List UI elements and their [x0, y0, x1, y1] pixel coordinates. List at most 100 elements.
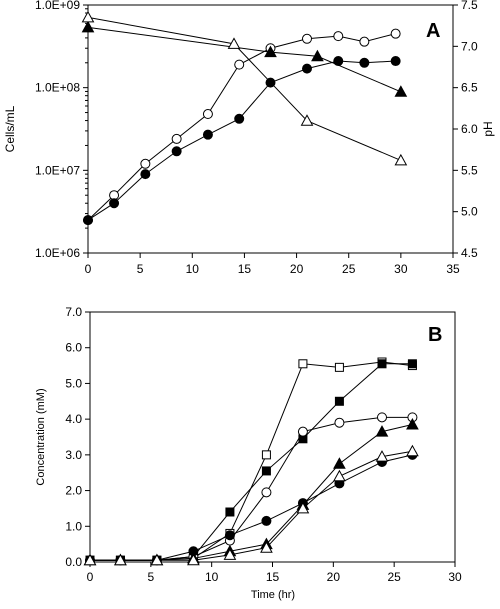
panel-b-series-3-line: [90, 454, 413, 561]
panel-b-y-tick-label: 3.0: [65, 448, 82, 462]
panel-a-series-0-point: [359, 36, 370, 47]
panel-b-x-tick-label: 5: [147, 570, 154, 584]
panel-a-y-axis-title: Cells/mL: [3, 105, 17, 152]
panel-b-series-5-point: [114, 553, 127, 566]
panel-a-series-1-point: [390, 56, 401, 67]
panel-a-x-tick-label: 35: [446, 262, 460, 276]
panel-a-series-2-point: [394, 85, 408, 97]
panel-b-x-tick-label: 20: [327, 570, 341, 584]
panel-b-series-1-point: [261, 466, 271, 476]
panel-a-series-1-line: [87, 60, 396, 221]
panel-b-x-tick-label: 15: [266, 570, 280, 584]
panel-a-series-0-point: [333, 31, 344, 42]
panel-a-series-0-point: [234, 59, 245, 70]
panel-b-series-5-point: [223, 548, 237, 560]
panel-a-y2-tick-label: 7.0: [461, 39, 478, 53]
panel-b-y-tick-label: 1.0: [65, 519, 82, 533]
panel-a-y2-axis-title: pH: [481, 121, 495, 136]
panel-b-series-2-point: [334, 417, 345, 428]
panel-a-series-1-point: [171, 146, 182, 157]
panel-a-series-0-point: [202, 109, 213, 120]
panel-a-series-1-point: [302, 63, 312, 74]
panel-b-x-tick-label: 25: [387, 570, 401, 584]
panel-a-series-2-point: [311, 49, 324, 62]
panel-a-axes: 0 5 10 15 20 25 30 35 1.0E+06 1.0E+07 1.0E+08 1.0E+…: [35, 0, 478, 276]
panel-a-y-tick-label: 1.0E+09: [35, 0, 80, 12]
panel-a-series-2-point: [264, 45, 277, 58]
panel-a-y-tick-label: 1.0E+07: [35, 163, 80, 177]
panel-a-x-tick-label: 0: [85, 262, 92, 276]
panel-a-series-1-point: [359, 57, 370, 68]
panel-b-y-tick-label: 6.0: [65, 341, 82, 355]
panel-a-series-1-point: [109, 198, 120, 209]
panel-a-y2-tick-label: 6.0: [461, 122, 478, 136]
panel-a-series-0-point: [390, 28, 401, 39]
panel-a-series-3-point: [394, 153, 408, 166]
panel-b-y-tick-label: 5.0: [65, 376, 82, 390]
panel-a-series-3-point: [300, 114, 314, 126]
panel-b-series-5-point: [150, 553, 164, 566]
panel-b-series-1-line: [90, 363, 413, 561]
panel-a-y2-tick-label: 5.5: [461, 163, 478, 177]
panel-b-x-tick-label: 30: [448, 570, 462, 584]
panel-b: B Concentration (mM) Time (hr) 0 5 10 15 20 2…: [35, 305, 462, 601]
panel-b-series-0-point: [298, 359, 308, 369]
panel-a-y2-tick-label: 5.0: [461, 205, 478, 219]
panel-b-plot-frame: [89, 311, 456, 563]
panel-b-y-tick-label: 0.0: [65, 555, 82, 569]
panel-b-y-tick-label: 2.0: [65, 484, 82, 498]
panel-a-x-tick-label: 25: [342, 262, 356, 276]
panel-b-series-0-line: [90, 361, 413, 561]
panel-a-series-0-point: [302, 33, 312, 44]
panel-a-series-2-point: [81, 20, 95, 33]
panel-a-plot-frame: [87, 4, 454, 254]
panel-a-series-1-point: [140, 169, 151, 180]
panel-b-y-axis-title: Concentration (mM): [35, 388, 47, 485]
panel-b-label: B: [428, 324, 442, 346]
panel-b-series-2-point: [261, 487, 272, 498]
panel-b-series-5-point: [333, 469, 346, 482]
panel-b-series-4-point: [375, 425, 389, 437]
panel-b-axes: 0 5 10 15 20 25 30 0.0 1.0 2.0 3.0 4.0 5.0 6.0 7.0: [65, 305, 462, 584]
panel-b-series-5-point: [406, 444, 419, 457]
panel-b-series-1-point: [334, 396, 344, 406]
panel-b-series-5-point: [187, 553, 200, 566]
panel-b-series-1-point: [407, 359, 417, 369]
panel-b-series-5-line: [90, 450, 413, 561]
panel-b-series-2-point: [297, 426, 308, 437]
panel-a-series-2-line: [87, 26, 402, 93]
panel-b-y-tick-label: 7.0: [65, 305, 82, 319]
panel-b-x-tick-label: 10: [205, 570, 219, 584]
panel-b-series-4-line: [90, 424, 413, 561]
panel-b-series-4-point: [333, 457, 346, 469]
panel-a-series-3-line: [87, 16, 402, 161]
panel-b-series-5-point: [83, 553, 97, 566]
panel-a-y2-tick-label: 4.5: [461, 246, 478, 260]
panel-b-series-5-point: [375, 450, 389, 462]
panel-a-x-tick-label: 10: [186, 262, 200, 276]
panel-a-x-tick-label: 5: [137, 262, 144, 276]
panel-a-y-tick-label: 1.0E+06: [35, 246, 80, 260]
panel-b-series-3-point: [224, 530, 235, 541]
panel-a-series-1-point: [83, 215, 93, 226]
panel-b-series-0-point: [261, 450, 271, 460]
panel-a-series: [81, 10, 408, 226]
panel-a-series-0-point: [140, 158, 151, 169]
panel-a-y-tick-label: 1.0E+08: [35, 81, 80, 95]
panel-b-series-5-point: [260, 541, 273, 553]
panel-b-series-3-point: [261, 515, 272, 526]
panel-b-series-1-point: [225, 507, 235, 517]
panel-a-series-0-point: [171, 133, 182, 144]
panel-a: A Cells/mL pH 0 5 10 15 20 25 30 35 1.0E+06 1.0E+…: [3, 0, 495, 276]
panel-a-label: A: [426, 20, 440, 42]
panel-a-y2-tick-label: 6.5: [461, 81, 478, 95]
panel-b-series-4-point: [406, 417, 419, 430]
panel-b-x-axis-title: Time (hr): [251, 589, 295, 601]
panel-b-y-tick-label: 4.0: [65, 412, 82, 426]
panel-a-x-tick-label: 30: [394, 262, 408, 276]
panel-b-series-2-point: [377, 412, 387, 423]
panel-b-series-0-point: [334, 362, 344, 372]
panel-b-series: [83, 357, 419, 566]
panel-b-series-1-point: [377, 359, 387, 369]
